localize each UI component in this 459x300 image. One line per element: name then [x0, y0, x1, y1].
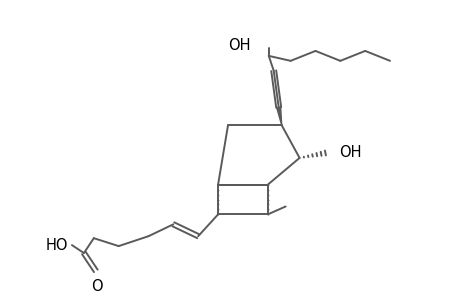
Text: OH: OH — [228, 38, 250, 53]
Text: O: O — [91, 279, 102, 294]
Text: OH: OH — [339, 146, 361, 160]
Text: HO: HO — [45, 238, 68, 253]
Polygon shape — [276, 107, 281, 125]
